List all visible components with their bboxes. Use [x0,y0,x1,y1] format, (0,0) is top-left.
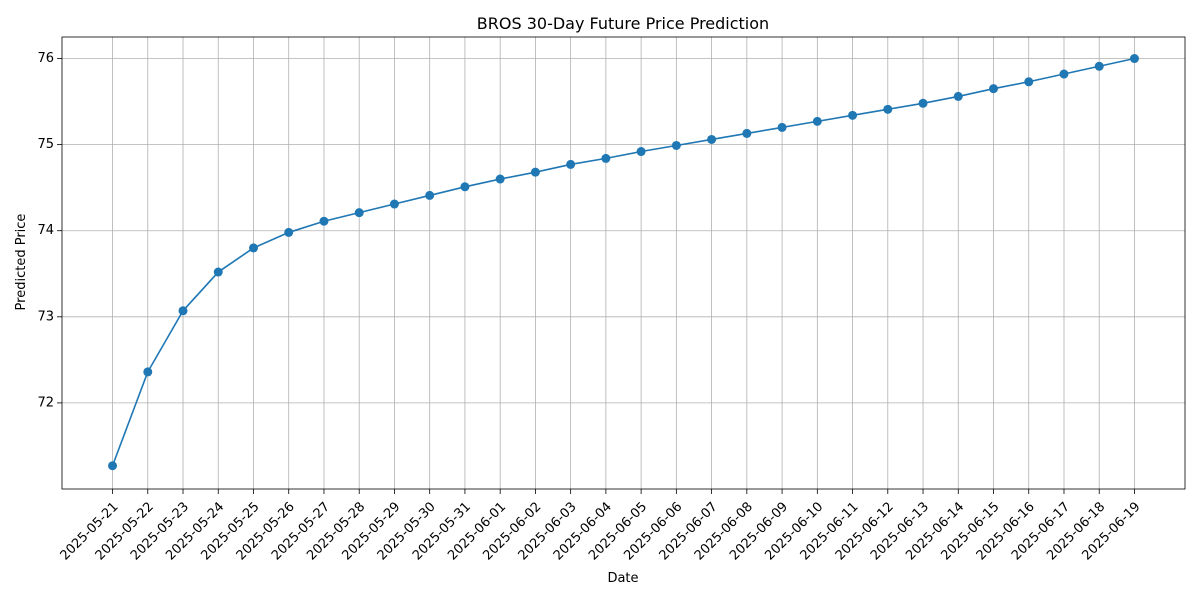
data-point [425,190,435,200]
data-point [812,116,822,126]
data-point [108,461,118,471]
y-tick-label: 76 [37,51,54,66]
series [108,54,1139,471]
data-point [319,216,329,226]
data-point [460,182,470,192]
tick-labels: 2025-05-212025-05-222025-05-232025-05-24… [37,51,1143,563]
data-point [918,98,928,108]
axes [57,36,1186,494]
data-point [1024,77,1034,87]
x-axis-label: Date [607,571,638,586]
y-tick-label: 75 [37,137,54,152]
chart-title: BROS 30-Day Future Price Prediction [477,14,769,33]
grid-lines [62,37,1185,489]
y-tick-label: 72 [37,395,54,410]
data-point [248,243,258,253]
data-point [178,306,188,316]
y-axis-label: Predicted Price [14,214,29,311]
data-point [354,208,364,218]
data-point [601,153,611,163]
data-point [848,110,858,120]
data-point [1129,54,1139,64]
data-point [953,91,963,101]
data-point [742,128,752,138]
data-point [213,267,223,277]
data-point [389,199,399,209]
y-tick-label: 74 [37,223,54,238]
data-point [989,84,999,94]
data-point [143,367,153,377]
data-point [671,140,681,150]
y-tick-label: 73 [37,309,54,324]
data-point [883,104,893,114]
data-point [530,167,540,177]
plot-frame [61,36,1186,490]
data-point [1094,61,1104,71]
data-point [777,122,787,132]
data-point [636,147,646,157]
data-point [1059,69,1069,79]
data-point [495,174,505,184]
series-line [111,57,1135,467]
data-point [707,134,717,144]
data-point [566,159,576,169]
data-point [284,227,294,237]
